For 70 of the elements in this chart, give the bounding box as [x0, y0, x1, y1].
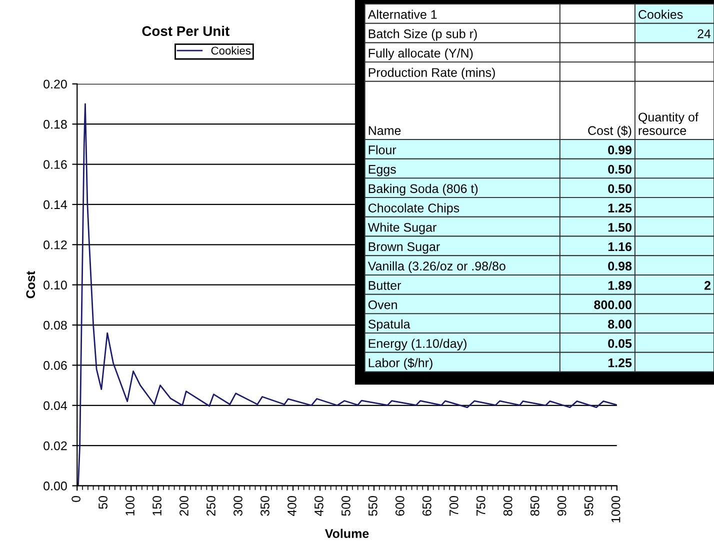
x-tick-label: 1000: [611, 496, 620, 522]
x-tick-label: 500: [342, 496, 350, 516]
text: 24: [698, 29, 711, 38]
y-tick-label: 0.12: [44, 240, 67, 250]
text: 0.50: [608, 164, 632, 174]
text: Quantity of resource: [638, 112, 698, 136]
text: 1.50: [608, 222, 632, 232]
category-label: Alternative 1: [368, 10, 437, 19]
category-label: Name: [368, 126, 401, 136]
text: 1.25: [608, 204, 632, 212]
x-tick-label: 800: [503, 496, 512, 516]
y-tick-label: 0.00: [44, 482, 67, 490]
x-tick-label: 400: [288, 496, 296, 516]
y-tick-label: 0.02: [44, 441, 67, 450]
x-tick-label: 700: [449, 496, 458, 516]
x-tick-label: 250: [206, 496, 216, 516]
text: 0.98: [608, 262, 632, 271]
x-tick-label: 50: [98, 496, 108, 509]
x-tick-label: 350: [260, 496, 270, 516]
text: Cost ($): [588, 126, 632, 138]
x-tick-label: 200: [180, 496, 188, 516]
text: 1.16: [608, 242, 632, 252]
x-axis-title: Volume: [324, 528, 369, 538]
category-label: Production Rate (mins): [368, 68, 495, 80]
text: 8.00: [608, 320, 632, 329]
text: 0.99: [608, 146, 632, 154]
x-tick-label: 100: [126, 496, 134, 516]
category-label: Chocolate Chips: [368, 203, 460, 215]
category-label: Butter: [368, 281, 402, 290]
text: Cookies: [638, 10, 683, 19]
category-label: Brown Sugar: [368, 242, 440, 254]
y-tick-label: 0.14: [44, 200, 68, 210]
category-label: Labor ($/hr): [368, 358, 432, 370]
y-tick-label: 0.04: [44, 401, 68, 410]
y-tick-label: 0.16: [44, 160, 67, 169]
x-tick-label: 0: [72, 496, 80, 502]
y-tick-label: 0.08: [44, 320, 67, 330]
category-label: Flour: [368, 145, 396, 154]
x-tick-label: 300: [234, 496, 242, 516]
category-label: White Sugar: [368, 222, 436, 234]
x-tick-label: 600: [395, 496, 404, 516]
x-tick-label: 150: [152, 496, 162, 516]
category-label: Energy (1.10/day): [368, 338, 466, 350]
text: 2: [704, 281, 710, 290]
category-label: Eggs: [368, 165, 396, 176]
x-tick-label: 650: [422, 496, 432, 516]
x-tick-label: 900: [557, 496, 566, 516]
text: 0.05: [608, 339, 632, 348]
category-label: Vanilla (3.26/oz or .98/8o: [368, 261, 506, 273]
legend-label: Cookies: [211, 46, 251, 55]
category-label: Oven: [368, 300, 397, 310]
y-tick-label: 0.10: [44, 280, 67, 290]
chart-title: Cost Per Unit: [142, 26, 230, 36]
category-label: Spatula: [368, 319, 410, 332]
y-axis-title: Cost: [26, 271, 36, 298]
y-tick-label: 0.20: [44, 80, 67, 89]
x-tick-label: 750: [476, 496, 486, 516]
x-tick-label: 550: [368, 496, 378, 516]
category-label: Baking Soda (806 t): [368, 184, 478, 196]
y-tick-label: 0.18: [44, 120, 67, 129]
x-tick-label: 850: [530, 496, 540, 516]
category-label: Batch Size (p sub r): [368, 29, 477, 41]
text: 1.25: [608, 358, 632, 368]
y-tick-label: 0.06: [44, 361, 67, 370]
text: 1.89: [608, 281, 632, 290]
x-tick-label: 450: [314, 496, 324, 516]
text: 800.00: [594, 300, 632, 310]
text: 0.50: [608, 184, 632, 194]
category-label: Fully allocate (Y/N): [368, 48, 473, 60]
x-tick-label: 950: [584, 496, 594, 516]
